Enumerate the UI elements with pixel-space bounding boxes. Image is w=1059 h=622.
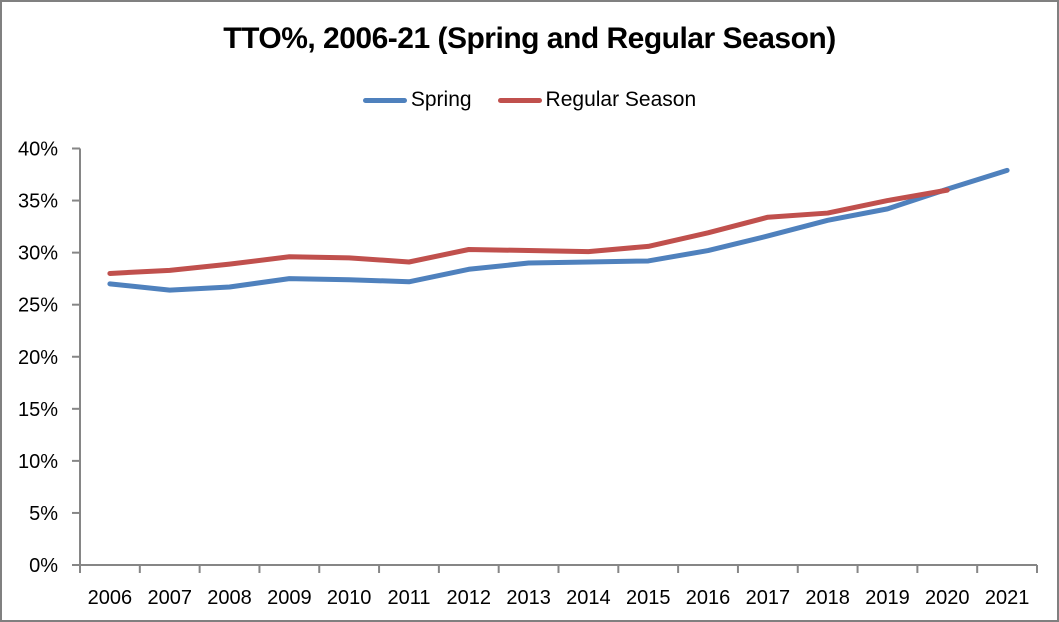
x-tick-label: 2007 xyxy=(147,587,192,609)
y-tick-label: 40% xyxy=(18,139,58,161)
legend-item-regular-season: Regular Season xyxy=(497,88,697,112)
y-tick-label: 0% xyxy=(29,555,58,577)
legend-label: Regular Season xyxy=(545,88,697,111)
legend-line-swatch xyxy=(497,97,542,103)
x-tick-label: 2018 xyxy=(805,587,850,609)
y-tick-label: 10% xyxy=(18,451,58,473)
chart-title: TTO%, 2006-21 (Spring and Regular Season… xyxy=(223,22,836,55)
series-line-regular-season xyxy=(107,187,950,276)
x-tick-label: 2015 xyxy=(626,587,671,609)
x-tick-label: 2017 xyxy=(746,587,791,609)
y-tick-label: 35% xyxy=(18,191,58,213)
legend-item-spring: Spring xyxy=(362,88,472,112)
x-tick-label: 2021 xyxy=(985,587,1030,609)
x-tick-label: 2006 xyxy=(88,587,133,609)
chart-legend: Spring Regular Season xyxy=(2,88,1057,112)
x-tick-label: 2011 xyxy=(387,587,430,609)
x-tick-label: 2016 xyxy=(686,587,731,609)
legend-line-swatch xyxy=(362,97,407,103)
x-tick-label: 2009 xyxy=(267,587,312,609)
y-tick-label: 20% xyxy=(18,347,58,369)
x-tick-label: 2014 xyxy=(566,587,611,609)
y-tick-label: 15% xyxy=(18,399,58,421)
x-tick-label: 2012 xyxy=(447,587,492,609)
legend-label: Spring xyxy=(410,88,472,111)
x-tick-label: 2019 xyxy=(865,587,910,609)
y-tick-label: 30% xyxy=(18,243,58,265)
series-line-spring xyxy=(107,167,1010,293)
x-tick-label: 2008 xyxy=(207,587,252,609)
axis-lines xyxy=(79,148,1037,566)
y-tick-label: 25% xyxy=(18,295,58,317)
x-tick-label: 2010 xyxy=(327,587,372,609)
x-tick-label: 2013 xyxy=(506,587,551,609)
y-tick-label: 5% xyxy=(29,503,58,525)
x-tick-label: 2020 xyxy=(925,587,970,609)
